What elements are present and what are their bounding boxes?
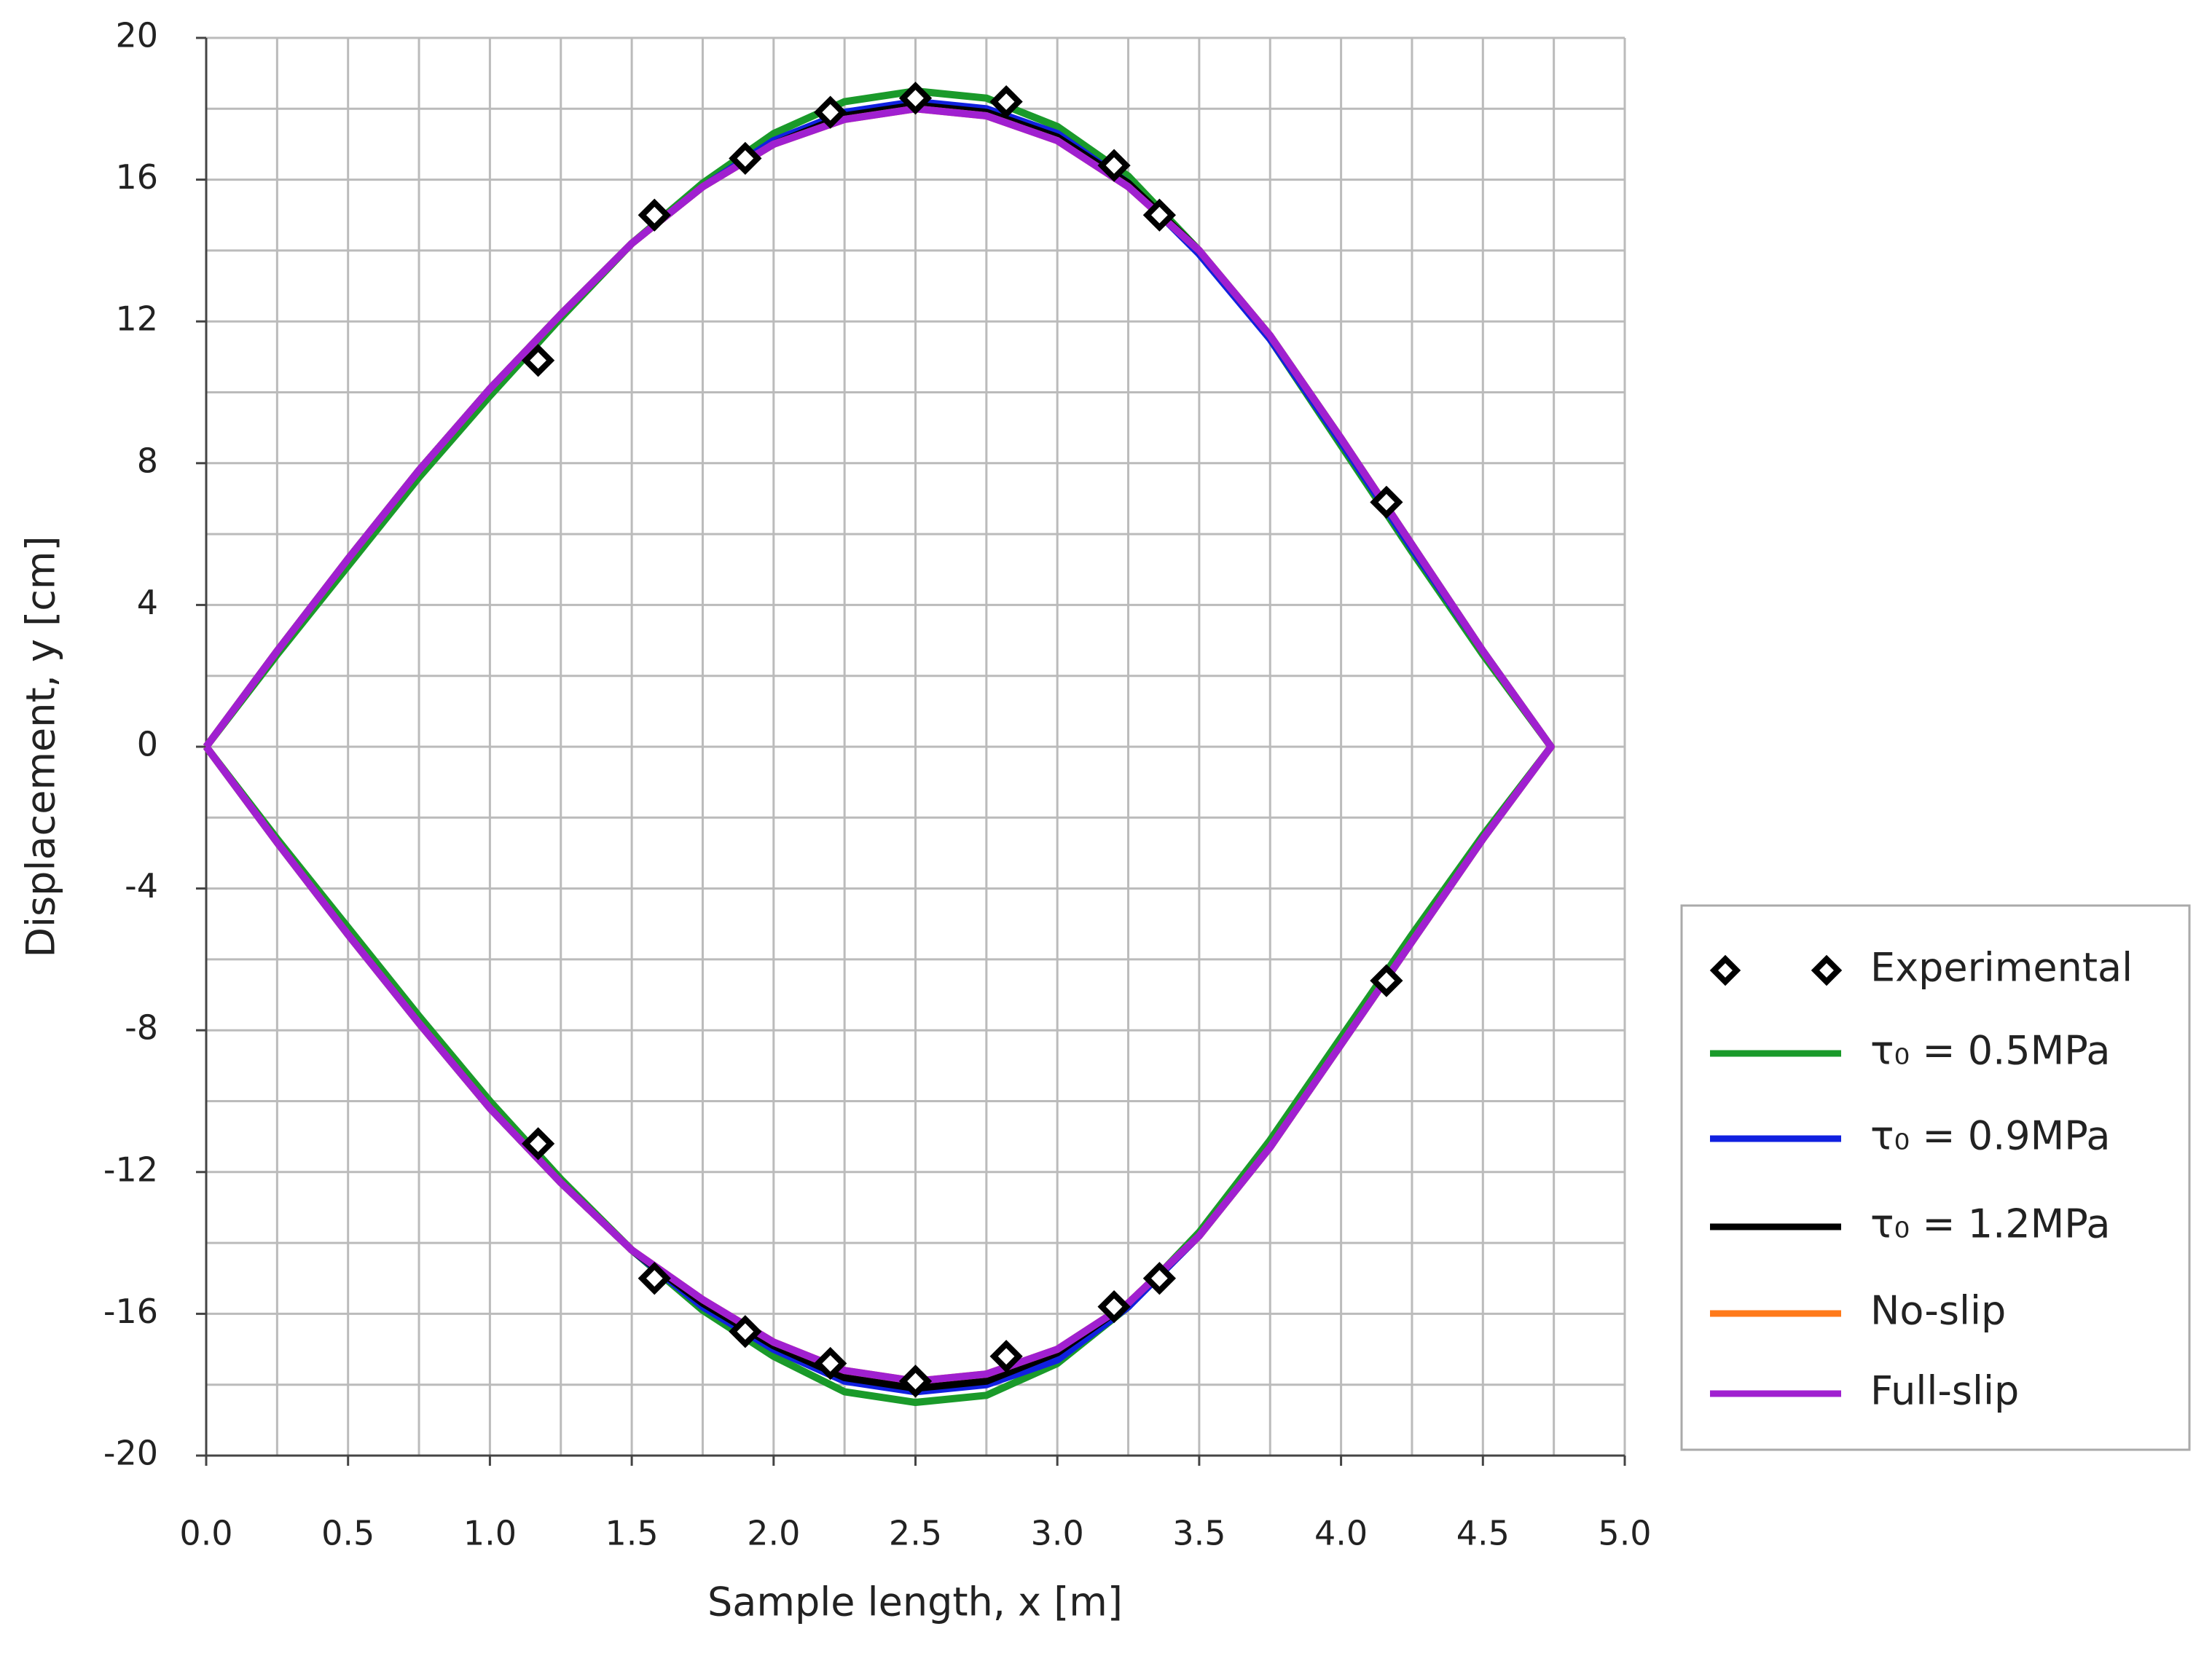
marker xyxy=(1709,954,1741,986)
marker xyxy=(814,1346,847,1381)
marker xyxy=(729,1315,762,1348)
marker xyxy=(989,1340,1023,1373)
y-tick-label: -4 xyxy=(125,866,158,906)
x-tick-label: 0.5 xyxy=(321,1514,374,1553)
marker xyxy=(521,1127,555,1161)
marker xyxy=(1097,1290,1131,1324)
marker xyxy=(1142,1262,1177,1295)
y-axis-label: Displacement, y [cm] xyxy=(18,535,64,957)
x-tick-label: 3.0 xyxy=(1031,1514,1084,1553)
marker xyxy=(898,82,933,115)
y-tick-label: 12 xyxy=(115,299,158,339)
legend-label: τ₀ = 0.9MPa xyxy=(1870,1113,2110,1159)
y-tick-label: 20 xyxy=(115,16,158,55)
y-tick-label: -20 xyxy=(103,1434,158,1473)
y-tick-label: -8 xyxy=(125,1008,158,1048)
y-tick-label: 0 xyxy=(137,725,158,764)
x-axis-label: Sample length, x [m] xyxy=(707,1579,1123,1625)
x-tick-label: 4.0 xyxy=(1314,1514,1368,1553)
x-tick-label: 1.5 xyxy=(605,1514,659,1553)
marker xyxy=(989,85,1023,119)
marker xyxy=(1811,954,1843,986)
marker xyxy=(1370,485,1403,519)
marker xyxy=(1097,149,1131,182)
y-tick-label: 4 xyxy=(137,583,158,622)
series-line xyxy=(203,105,1555,1385)
marker xyxy=(521,344,555,377)
marker xyxy=(814,95,847,129)
marker xyxy=(1370,964,1403,997)
x-tick-label: 1.0 xyxy=(463,1514,517,1553)
x-tick-label: 5.0 xyxy=(1598,1514,1651,1553)
y-tick-label: 16 xyxy=(115,157,158,197)
y-tick-label: -12 xyxy=(103,1150,158,1189)
series-line xyxy=(203,105,1555,1385)
y-tick-label: -16 xyxy=(103,1292,158,1331)
marker xyxy=(898,1365,933,1398)
marker xyxy=(638,1262,671,1295)
marker xyxy=(729,141,762,176)
x-tick-label: 2.5 xyxy=(889,1514,942,1553)
legend-box xyxy=(1680,904,2191,1451)
legend-label: Experimental xyxy=(1870,945,2133,991)
y-tick-label: 8 xyxy=(137,441,158,480)
x-tick-label: 4.5 xyxy=(1456,1514,1510,1553)
x-tick-label: 3.5 xyxy=(1172,1514,1225,1553)
x-tick-label: 0.0 xyxy=(179,1514,232,1553)
marker xyxy=(1142,198,1177,232)
x-tick-label: 2.0 xyxy=(747,1514,800,1553)
marker xyxy=(638,198,671,232)
legend-label: Full-slip xyxy=(1870,1368,2019,1414)
legend-label: No-slip xyxy=(1870,1288,2006,1334)
legend-label: τ₀ = 1.2MPa xyxy=(1870,1201,2110,1247)
legend-label: τ₀ = 0.5MPa xyxy=(1870,1028,2110,1074)
